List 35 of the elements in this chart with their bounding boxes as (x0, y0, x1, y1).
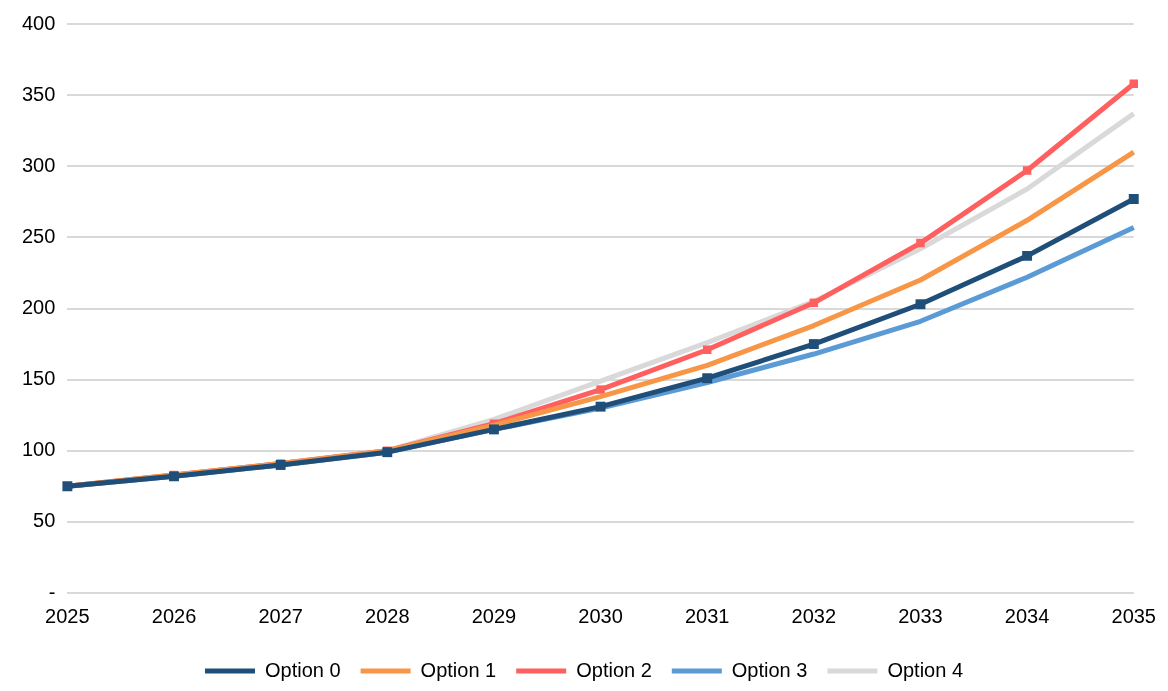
y-tick-label: 200 (21, 296, 56, 319)
x-tick-label: 2030 (578, 604, 623, 627)
x-tick-label: 2031 (684, 604, 730, 627)
y-tick-label: 150 (21, 367, 56, 390)
legend-label: Option 2 (576, 658, 652, 681)
y-tick-label: 50 (33, 509, 56, 532)
legend-label: Option 4 (887, 658, 964, 681)
x-tick-label: 2028 (365, 604, 410, 627)
x-tick-label: 2026 (151, 604, 197, 627)
point (808, 339, 819, 350)
x-tick-label: 2035 (1111, 604, 1156, 627)
x-tick-label: 2025 (45, 604, 90, 627)
legend-label: Option 3 (731, 658, 808, 681)
y-tick-label: 250 (21, 224, 56, 247)
y-tick-label: - (48, 580, 56, 603)
point (1022, 166, 1032, 175)
x-tick-label: 2029 (471, 604, 517, 627)
y-tick-label: 100 (21, 438, 56, 461)
point (595, 401, 606, 412)
point (916, 238, 925, 248)
x-tick-label: 2033 (898, 604, 943, 627)
point (1022, 250, 1033, 261)
point (596, 385, 605, 394)
x-tick-label: 2034 (1004, 604, 1050, 627)
legend-label: Option 1 (420, 658, 497, 681)
x-tick-label: 2027 (258, 604, 303, 627)
y-tick-label: 300 (21, 153, 56, 176)
y-tick-label: 400 (21, 11, 56, 34)
point (702, 373, 713, 384)
point (1128, 194, 1139, 204)
x-tick-label: 2032 (791, 604, 837, 627)
y-tick-label: 350 (21, 82, 56, 105)
point (915, 299, 926, 310)
legend-label: Option 0 (264, 658, 341, 681)
point (488, 424, 499, 435)
